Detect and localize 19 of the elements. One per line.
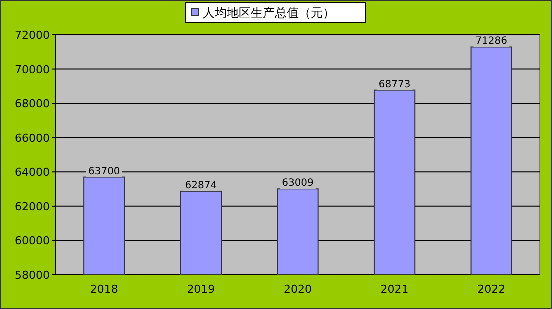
x-tick-label: 2019 <box>187 283 216 296</box>
data-label: 68773 <box>378 79 411 90</box>
y-tick-label: 68000 <box>15 98 50 111</box>
y-tick-label: 62000 <box>15 200 50 214</box>
y-tick-label: 72000 <box>15 29 50 42</box>
data-label: 71286 <box>476 36 508 48</box>
x-tick-label: 2018 <box>90 283 118 296</box>
y-tick-label: 66000 <box>15 132 50 145</box>
y-tick-label: 60000 <box>15 234 50 248</box>
x-tick-label: 2021 <box>380 283 409 296</box>
x-tick-label: 2022 <box>478 283 506 296</box>
data-label: 63009 <box>282 178 314 190</box>
legend-label: 人均地区生产总值（元） <box>203 6 335 20</box>
y-tick-label: 70000 <box>15 63 50 76</box>
y-tick-label: 58000 <box>15 269 50 282</box>
y-tick-label: 64000 <box>15 166 50 180</box>
x-tick-label: 2020 <box>284 283 312 296</box>
data-label: 63700 <box>88 166 120 178</box>
data-label: 62874 <box>185 180 218 192</box>
